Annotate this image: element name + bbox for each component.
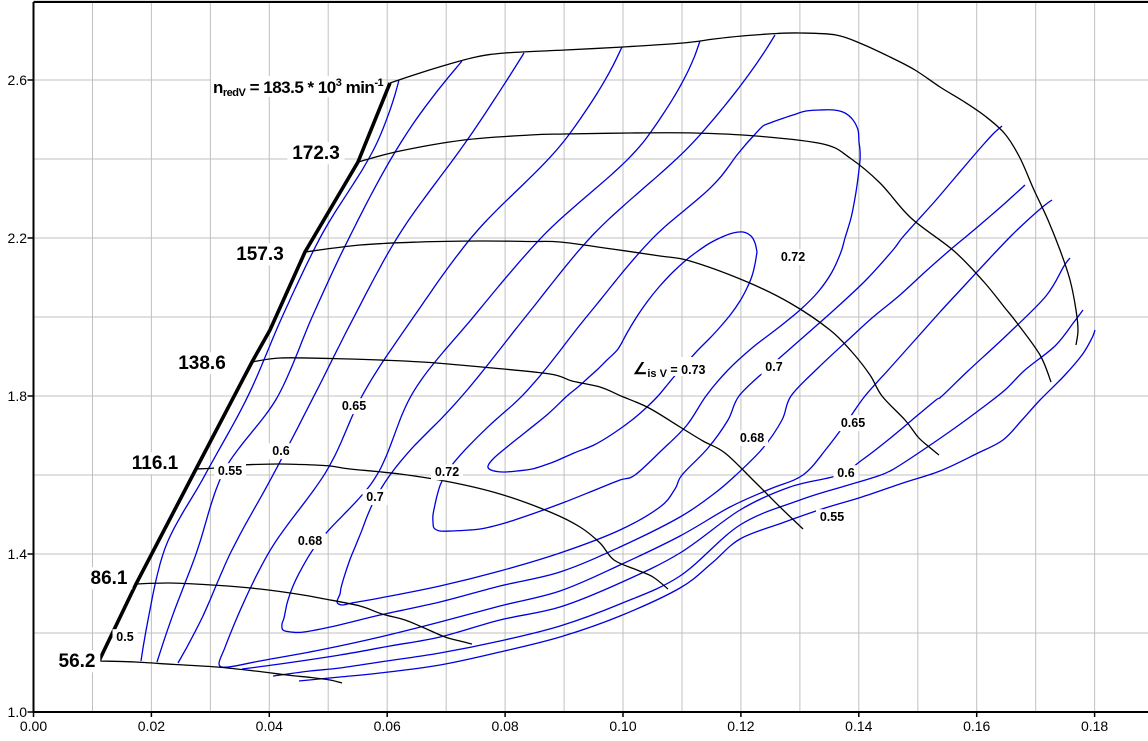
svg-text:0.7: 0.7 bbox=[366, 490, 383, 504]
svg-text:86.1: 86.1 bbox=[91, 568, 128, 589]
svg-text:nredV = 183.5 * 103 min-1: nredV = 183.5 * 103 min-1 bbox=[213, 77, 383, 99]
svg-text:2.2: 2.2 bbox=[8, 230, 28, 246]
svg-text:0.00: 0.00 bbox=[20, 718, 47, 734]
svg-text:0.12: 0.12 bbox=[727, 718, 754, 734]
svg-text:0.5: 0.5 bbox=[116, 630, 133, 644]
svg-text:0.55: 0.55 bbox=[218, 464, 242, 478]
svg-text:1.0: 1.0 bbox=[8, 704, 28, 720]
svg-text:2.6: 2.6 bbox=[8, 72, 28, 88]
svg-text:172.3: 172.3 bbox=[292, 143, 340, 164]
svg-text:0.04: 0.04 bbox=[256, 718, 283, 734]
svg-text:0.72: 0.72 bbox=[781, 250, 805, 264]
svg-text:0.10: 0.10 bbox=[609, 718, 636, 734]
svg-text:0.7: 0.7 bbox=[765, 360, 782, 374]
svg-text:0.68: 0.68 bbox=[740, 431, 764, 445]
svg-text:0.6: 0.6 bbox=[272, 444, 289, 458]
svg-text:1.8: 1.8 bbox=[8, 388, 28, 404]
svg-text:0.14: 0.14 bbox=[845, 718, 872, 734]
svg-text:116.1: 116.1 bbox=[132, 453, 179, 474]
svg-text:0.55: 0.55 bbox=[820, 510, 844, 524]
svg-text:157.3: 157.3 bbox=[236, 244, 284, 265]
svg-text:0.72: 0.72 bbox=[435, 465, 459, 479]
svg-text:0.06: 0.06 bbox=[374, 718, 401, 734]
svg-text:1.4: 1.4 bbox=[8, 546, 28, 562]
svg-text:0.65: 0.65 bbox=[342, 399, 366, 413]
svg-text:0.6: 0.6 bbox=[837, 466, 854, 480]
svg-text:0.02: 0.02 bbox=[138, 718, 165, 734]
svg-text:0.68: 0.68 bbox=[298, 534, 322, 548]
svg-text:0.08: 0.08 bbox=[491, 718, 518, 734]
svg-text:138.6: 138.6 bbox=[178, 353, 226, 374]
svg-text:0.18: 0.18 bbox=[1081, 718, 1108, 734]
svg-text:0.16: 0.16 bbox=[963, 718, 990, 734]
svg-text:0.65: 0.65 bbox=[841, 416, 865, 430]
svg-text:56.2: 56.2 bbox=[59, 651, 96, 672]
